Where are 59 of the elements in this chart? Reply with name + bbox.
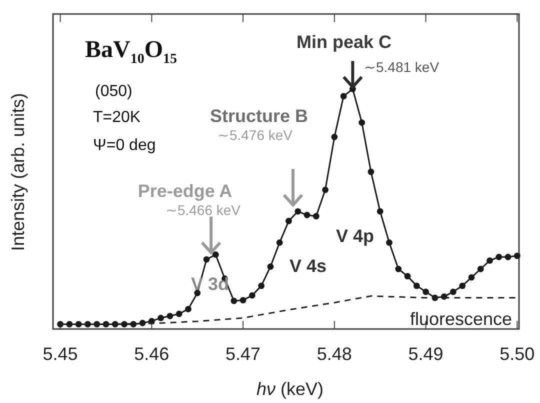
text: ∼5.481 keV bbox=[364, 59, 440, 75]
point bbox=[404, 273, 411, 280]
annotation: V 4s bbox=[289, 256, 327, 276]
point bbox=[66, 321, 73, 328]
point bbox=[413, 282, 420, 289]
x-axis-title: hν (keV) bbox=[256, 379, 324, 399]
y-axis-title: Intensity (arb. units) bbox=[8, 92, 28, 252]
point bbox=[450, 288, 456, 295]
x-tick-label: 5.45 bbox=[42, 344, 78, 364]
x-tick-label: 5.48 bbox=[316, 344, 352, 364]
point bbox=[459, 282, 466, 289]
point bbox=[248, 292, 256, 299]
point bbox=[158, 314, 164, 322]
point bbox=[422, 288, 429, 295]
point bbox=[75, 321, 82, 328]
point bbox=[258, 282, 265, 289]
point bbox=[514, 252, 520, 259]
point bbox=[276, 239, 283, 246]
point bbox=[203, 256, 210, 263]
point bbox=[230, 298, 238, 304]
point bbox=[286, 218, 292, 224]
series-label: fluorescence bbox=[410, 309, 512, 329]
point bbox=[504, 254, 512, 260]
annotation: Structure B bbox=[210, 106, 308, 126]
point bbox=[212, 251, 219, 258]
point bbox=[395, 266, 402, 272]
point bbox=[368, 168, 374, 175]
annotation: V 4p bbox=[336, 226, 374, 246]
point bbox=[331, 134, 338, 140]
point bbox=[121, 321, 128, 328]
point bbox=[185, 306, 192, 312]
point bbox=[340, 93, 347, 100]
point bbox=[322, 186, 328, 193]
annotation: Ψ=0 deg bbox=[93, 137, 156, 154]
point bbox=[312, 213, 320, 220]
point bbox=[304, 212, 310, 218]
point bbox=[294, 208, 302, 215]
point bbox=[358, 119, 366, 126]
annotation: T=20K bbox=[93, 109, 141, 126]
point bbox=[176, 310, 182, 318]
point bbox=[496, 254, 502, 260]
point bbox=[240, 297, 246, 304]
annotation: Pre-edge A bbox=[138, 181, 232, 201]
x-tick-label: 5.46 bbox=[134, 344, 170, 364]
annotation: ∼5.476 keV bbox=[217, 127, 294, 143]
x-tick-label: 5.47 bbox=[226, 344, 261, 364]
point bbox=[386, 239, 392, 246]
x-tick-label: 5.50 bbox=[500, 344, 535, 364]
point bbox=[477, 266, 484, 272]
text: BaV$_{10}$O$_{15}$ bbox=[85, 37, 178, 67]
annotation: (050) bbox=[95, 83, 132, 100]
point bbox=[267, 263, 274, 270]
annotation: Min peak C bbox=[296, 32, 392, 52]
x-tick-label: 5.49 bbox=[408, 344, 444, 364]
point bbox=[166, 312, 174, 320]
point bbox=[468, 274, 475, 281]
point bbox=[486, 257, 493, 264]
annotation: ∼5.466 keV bbox=[165, 202, 242, 218]
point bbox=[376, 208, 384, 215]
